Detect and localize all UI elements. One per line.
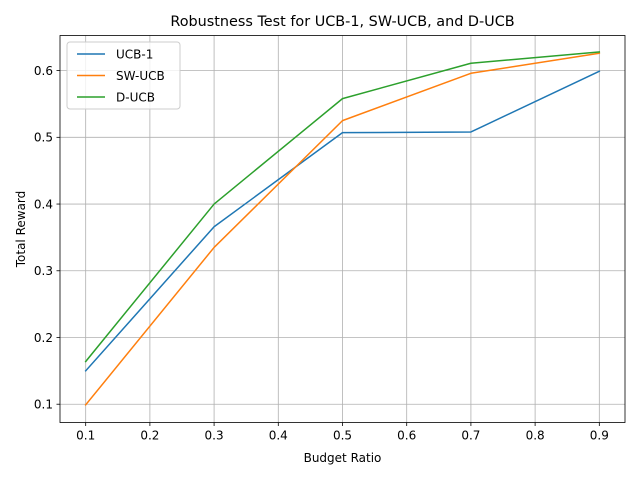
series-line-ucb-1 bbox=[84, 70, 601, 372]
x-tick: 0.1 bbox=[76, 422, 95, 443]
x-tick-label: 0.4 bbox=[269, 429, 288, 443]
x-tick: 0.8 bbox=[526, 422, 545, 443]
x-axis-label: Budget Ratio bbox=[304, 451, 382, 465]
x-tick-label: 0.2 bbox=[140, 429, 159, 443]
y-tick: 0.4 bbox=[34, 197, 60, 211]
y-tick: 0.2 bbox=[34, 331, 60, 345]
series-line-sw-ucb bbox=[84, 52, 601, 406]
legend-item-sw-ucb: SW-UCB bbox=[77, 69, 165, 83]
x-tick-label: 0.6 bbox=[397, 429, 416, 443]
legend-label: D-UCB bbox=[116, 90, 155, 104]
legend-item-ucb-1: UCB-1 bbox=[77, 47, 153, 61]
x-tick: 0.6 bbox=[397, 422, 416, 443]
grid-lines bbox=[60, 35, 625, 423]
series-line-d-ucb bbox=[84, 51, 601, 363]
x-axis-ticks: 0.1 0.2 0.3 0.4 0.5 0.6 0.7 0.8 0.9 bbox=[76, 422, 609, 443]
legend: UCB-1 SW-UCB D-UCB bbox=[66, 41, 181, 110]
y-tick-label: 0.2 bbox=[34, 331, 53, 345]
x-tick-label: 0.3 bbox=[205, 429, 224, 443]
x-tick-label: 0.1 bbox=[76, 429, 95, 443]
legend-label: UCB-1 bbox=[116, 47, 153, 61]
y-tick: 0.6 bbox=[34, 64, 60, 78]
x-tick-label: 0.8 bbox=[526, 429, 545, 443]
y-tick: 0.5 bbox=[34, 131, 60, 145]
y-tick-label: 0.1 bbox=[34, 398, 53, 412]
x-tick-label: 0.7 bbox=[461, 429, 480, 443]
x-tick: 0.4 bbox=[269, 422, 288, 443]
y-axis-ticks: 0.1 0.2 0.3 0.4 0.5 0.6 bbox=[34, 64, 60, 412]
x-tick-label: 0.9 bbox=[590, 429, 609, 443]
x-tick: 0.9 bbox=[590, 422, 609, 443]
legend-box bbox=[66, 41, 181, 110]
y-tick: 0.3 bbox=[34, 264, 60, 278]
y-tick: 0.1 bbox=[34, 398, 60, 412]
y-tick-label: 0.6 bbox=[34, 64, 53, 78]
legend-item-d-ucb: D-UCB bbox=[77, 90, 155, 104]
x-tick: 0.7 bbox=[461, 422, 480, 443]
x-tick-label: 0.5 bbox=[333, 429, 352, 443]
x-tick: 0.5 bbox=[333, 422, 352, 443]
x-tick: 0.2 bbox=[140, 422, 159, 443]
y-tick-label: 0.5 bbox=[34, 131, 53, 145]
x-tick: 0.3 bbox=[205, 422, 224, 443]
y-tick-label: 0.3 bbox=[34, 264, 53, 278]
legend-label: SW-UCB bbox=[116, 69, 165, 83]
y-tick-label: 0.4 bbox=[34, 197, 53, 211]
y-axis-label: Total Reward bbox=[14, 191, 28, 269]
chart-title: Robustness Test for UCB-1, SW-UCB, and D… bbox=[170, 14, 514, 30]
series-lines bbox=[84, 51, 601, 406]
